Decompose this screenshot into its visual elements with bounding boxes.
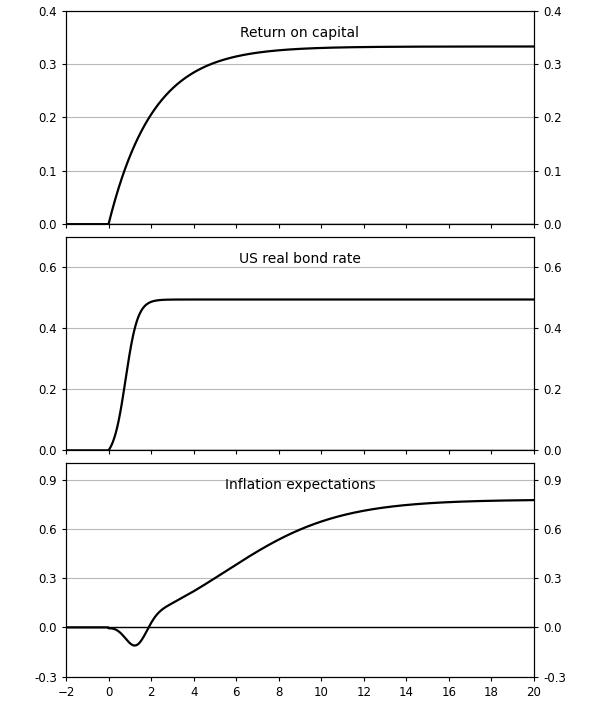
Text: Inflation expectations: Inflation expectations <box>224 478 376 492</box>
Text: US real bond rate: US real bond rate <box>239 252 361 266</box>
Text: Return on capital: Return on capital <box>241 26 359 39</box>
